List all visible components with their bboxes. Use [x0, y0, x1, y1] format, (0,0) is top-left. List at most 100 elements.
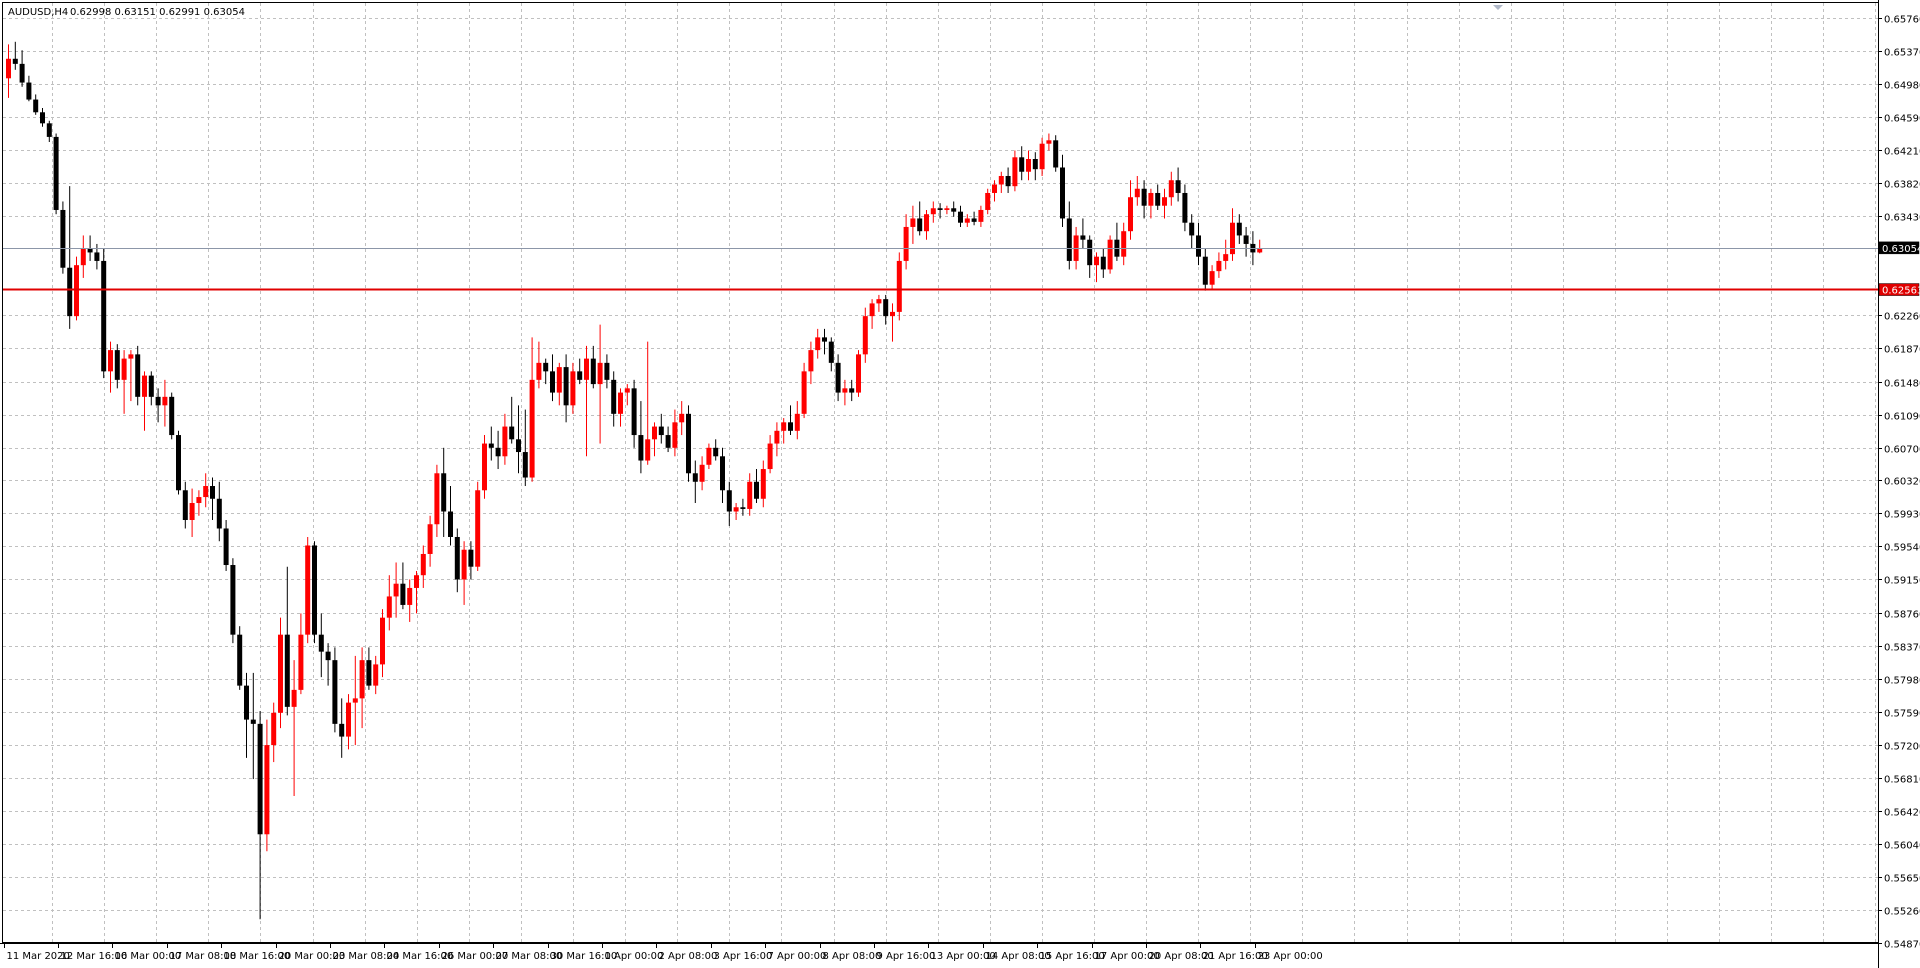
- candle-body: [1053, 140, 1059, 168]
- candle-body: [1087, 239, 1093, 266]
- candle: [726, 481, 732, 526]
- candle: [998, 171, 1004, 193]
- candle-body: [686, 413, 691, 474]
- time-tick-label: 8 Apr 08:00: [823, 951, 882, 962]
- candle-body: [896, 260, 902, 312]
- candle-body: [352, 698, 358, 703]
- candle: [1148, 188, 1154, 219]
- candle: [754, 469, 759, 504]
- candle: [876, 294, 882, 312]
- candle-body: [1080, 235, 1086, 240]
- candle-body: [1107, 239, 1113, 270]
- candle-body: [672, 422, 678, 448]
- candle-body: [964, 218, 970, 223]
- candle-body: [1189, 222, 1195, 236]
- candle-body: [325, 651, 331, 661]
- candle-body: [80, 248, 86, 266]
- candle: [1230, 208, 1235, 261]
- candle-body: [726, 490, 732, 512]
- candle-body: [434, 473, 440, 525]
- candle-body: [407, 587, 413, 605]
- candle-body: [835, 362, 841, 393]
- candle: [203, 473, 209, 508]
- candle: [1128, 180, 1133, 240]
- candle-body: [1196, 235, 1201, 257]
- candle: [686, 405, 691, 482]
- candle: [1053, 135, 1059, 172]
- candle-body: [760, 469, 766, 499]
- candle-body: [291, 689, 297, 707]
- candle-body: [767, 443, 773, 470]
- candle: [46, 120, 52, 143]
- candle: [665, 426, 671, 453]
- candle: [244, 672, 249, 758]
- candle: [196, 490, 202, 516]
- candle: [420, 545, 426, 588]
- chart-frame: [0, 0, 1879, 968]
- candle: [835, 354, 841, 402]
- candles: [6, 41, 1263, 920]
- candle-body: [1141, 188, 1147, 206]
- candle: [1080, 218, 1086, 249]
- candle: [978, 205, 984, 227]
- candle: [1216, 252, 1222, 278]
- candle-body: [488, 443, 494, 448]
- candle-body: [339, 723, 345, 737]
- candle: [862, 307, 868, 363]
- candle-body: [577, 371, 583, 380]
- candle-body: [944, 208, 950, 210]
- candle: [19, 50, 25, 87]
- chart-shift-marker[interactable]: [1493, 5, 1503, 10]
- candle-body: [951, 208, 957, 212]
- candle-body: [6, 58, 11, 79]
- candle-body: [849, 388, 855, 393]
- candle: [652, 422, 657, 457]
- candle-body: [1202, 256, 1208, 285]
- candle-body: [638, 435, 644, 461]
- candle-body: [1134, 188, 1140, 198]
- candle-body: [448, 511, 453, 537]
- candle-body: [788, 422, 793, 431]
- candle-body: [1223, 254, 1229, 261]
- candle-body: [624, 388, 630, 393]
- candle: [80, 235, 86, 278]
- grid: [3, 3, 1878, 942]
- candle-body: [135, 354, 141, 397]
- price-lines: [3, 248, 1878, 291]
- candle: [414, 570, 419, 614]
- candle: [706, 443, 712, 470]
- candle: [380, 609, 385, 678]
- candle: [1155, 184, 1161, 210]
- candle-body: [12, 58, 18, 64]
- candle: [1060, 154, 1065, 227]
- candle-body: [114, 350, 120, 380]
- candle-body: [570, 371, 576, 406]
- candle: [822, 328, 827, 355]
- candle-body: [516, 439, 521, 453]
- candle: [441, 447, 447, 537]
- candle-body: [794, 413, 800, 431]
- candle: [1189, 214, 1195, 249]
- candle-body: [1039, 143, 1045, 170]
- candle: [883, 294, 889, 325]
- candle-body: [869, 303, 875, 317]
- candle: [502, 413, 508, 465]
- candle: [570, 362, 576, 414]
- candle: [645, 341, 651, 465]
- candle-body: [1182, 192, 1188, 223]
- candle: [393, 562, 399, 618]
- candle-body: [386, 596, 392, 618]
- candle-body: [774, 430, 780, 444]
- candle: [1209, 265, 1215, 290]
